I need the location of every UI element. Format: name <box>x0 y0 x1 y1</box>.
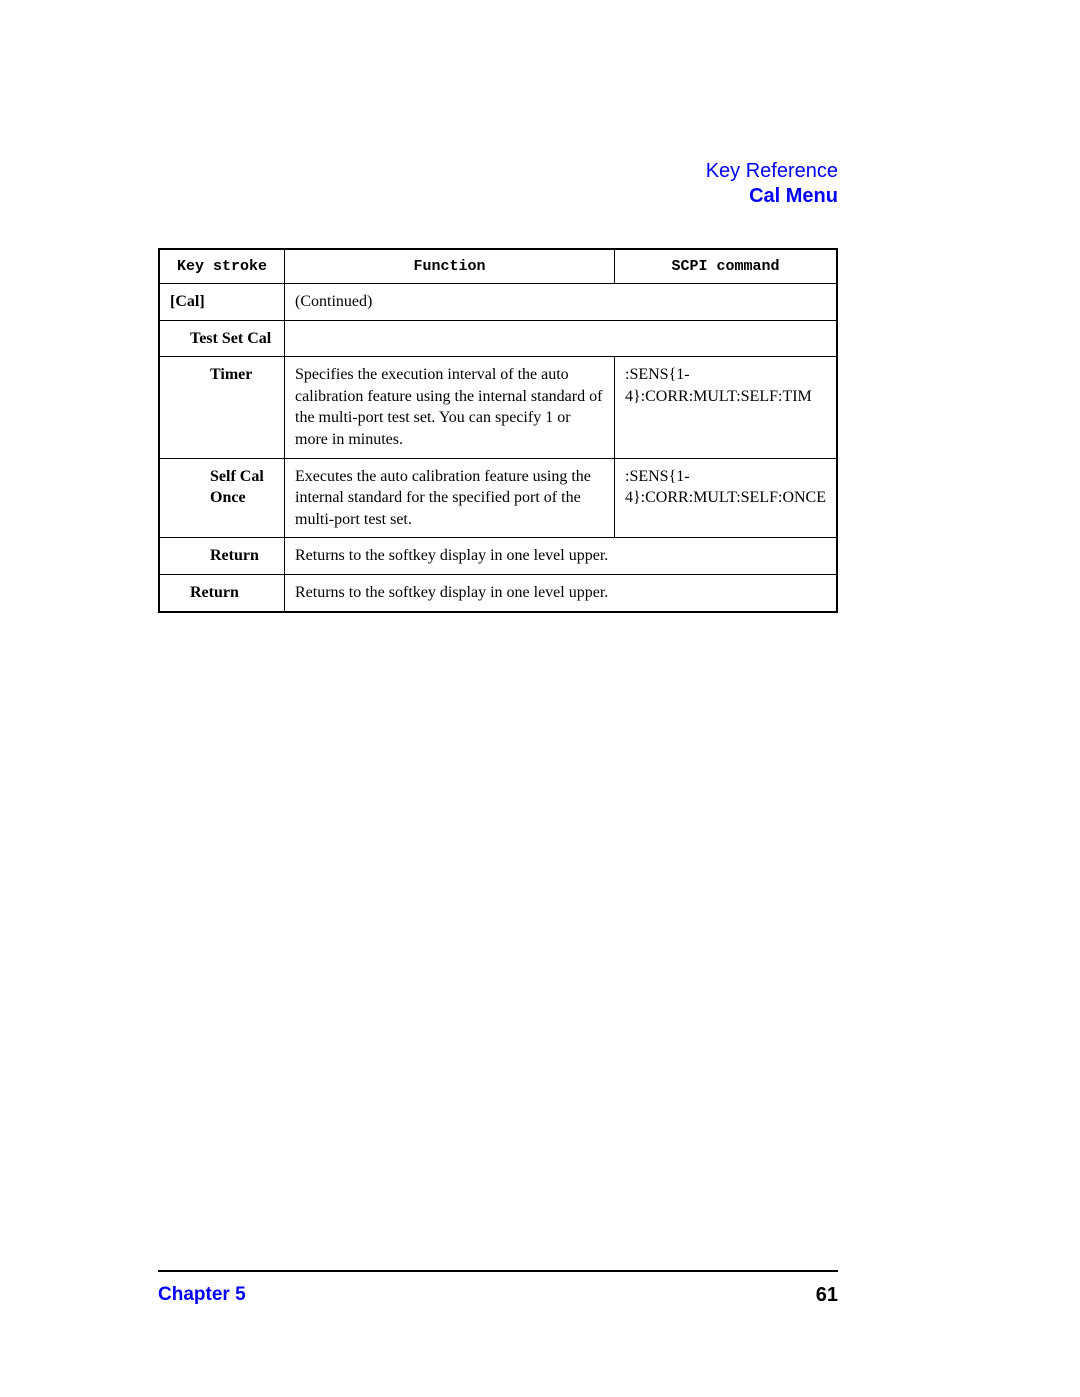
selfcal-scpi: :SENS{1-4}:CORR:MULT:SELF:ONCE <box>615 458 838 538</box>
header-title: Cal Menu <box>158 185 838 208</box>
cal-keystroke: [Cal] <box>159 284 285 321</box>
header-scpi: SCPI command <box>615 249 838 284</box>
indent-cell <box>159 357 180 458</box>
testsetcal-function <box>285 320 838 357</box>
timer-keystroke: Timer <box>200 357 285 458</box>
indent-cell <box>159 538 180 575</box>
testsetcal-label: Test Set Cal <box>190 330 271 347</box>
page-number: 61 <box>816 1284 838 1307</box>
indent-cell <box>159 320 180 357</box>
table-row: Self Cal Once Executes the auto calibrat… <box>159 458 837 538</box>
table-row: Test Set Cal <box>159 320 837 357</box>
indent-cell <box>159 574 180 611</box>
indent-cell <box>180 458 200 538</box>
return-inner-function: Returns to the softkey display in one le… <box>285 538 838 575</box>
selfcal-label: Self Cal Once <box>210 468 264 507</box>
page-footer: Chapter 5 61 <box>158 1270 838 1307</box>
return-inner-label: Return <box>210 547 259 564</box>
table-row: Return Returns to the softkey display in… <box>159 538 837 575</box>
header-keystroke: Key stroke <box>159 249 285 284</box>
page-container: Key Reference Cal Menu Key stroke Functi… <box>158 160 838 613</box>
table-row: Return Returns to the softkey display in… <box>159 574 837 611</box>
return-inner-keystroke: Return <box>200 538 285 575</box>
indent-cell <box>159 458 180 538</box>
return-outer-label: Return <box>190 584 239 601</box>
table-row: Timer Specifies the execution interval o… <box>159 357 837 458</box>
reference-table: Key stroke Function SCPI command [Cal] (… <box>158 248 838 613</box>
indent-cell <box>180 538 200 575</box>
return-outer-function: Returns to the softkey display in one le… <box>285 574 838 611</box>
table-row: [Cal] (Continued) <box>159 284 837 321</box>
selfcal-keystroke: Self Cal Once <box>200 458 285 538</box>
header-link[interactable]: Key Reference <box>158 160 838 183</box>
timer-label: Timer <box>210 366 252 383</box>
header-function: Function <box>285 249 615 284</box>
testsetcal-keystroke: Test Set Cal <box>180 320 285 357</box>
timer-scpi: :SENS{1-4}:CORR:MULT:SELF:TIM <box>615 357 838 458</box>
indent-cell <box>180 357 200 458</box>
selfcal-function: Executes the auto calibration feature us… <box>285 458 615 538</box>
return-outer-keystroke: Return <box>180 574 285 611</box>
cal-function: (Continued) <box>285 284 838 321</box>
chapter-label[interactable]: Chapter 5 <box>158 1284 246 1307</box>
timer-function: Specifies the execution interval of the … <box>285 357 615 458</box>
table-header-row: Key stroke Function SCPI command <box>159 249 837 284</box>
page-header: Key Reference Cal Menu <box>158 160 838 208</box>
